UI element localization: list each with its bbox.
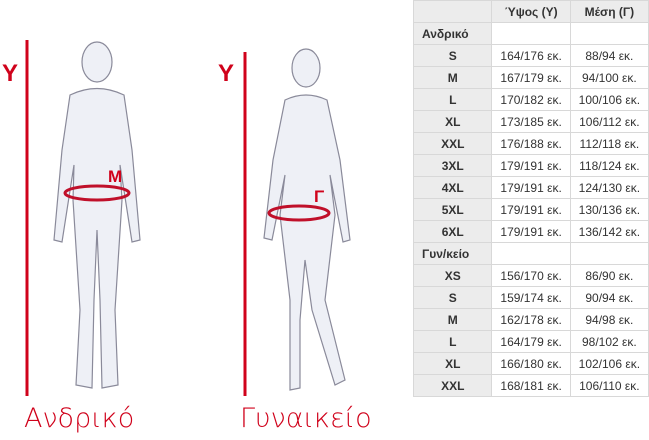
size-label: XXL — [412, 132, 493, 155]
women-height-marker: Υ — [218, 60, 235, 87]
header-row: Ύψος (Υ) Μέση (Γ) — [412, 0, 649, 23]
height-cell: 156/170 εκ. — [491, 264, 571, 287]
waist-cell: 90/94 εκ. — [569, 286, 649, 309]
size-label: 4XL — [412, 176, 493, 199]
empty-cell — [569, 242, 649, 265]
table-row: M 162/178 εκ. 94/98 εκ. — [412, 308, 649, 331]
waist-cell: 98/102 εκ. — [569, 330, 649, 353]
height-cell: 176/188 εκ. — [491, 132, 571, 155]
women-figure — [263, 48, 351, 391]
size-label: 6XL — [412, 220, 493, 243]
waist-cell: 118/124 εκ. — [569, 154, 649, 177]
waist-cell: 102/106 εκ. — [569, 352, 649, 375]
group-row: Γυν/κείο — [412, 242, 649, 265]
group-row: Ανδρικό — [412, 22, 649, 45]
empty-cell — [569, 22, 649, 45]
height-cell: 168/181 εκ. — [491, 374, 571, 397]
size-figures — [25, 40, 351, 396]
waist-cell: 106/110 εκ. — [569, 374, 649, 397]
table-row: 5XL 179/191 εκ. 130/136 εκ. — [412, 198, 649, 221]
men-height-marker: Υ — [2, 60, 19, 87]
size-label: XS — [412, 264, 493, 287]
height-cell: 164/179 εκ. — [491, 330, 571, 353]
table-row: L 170/182 εκ. 100/106 εκ. — [412, 88, 649, 111]
waist-cell: 88/94 εκ. — [569, 44, 649, 67]
size-label: M — [412, 308, 493, 331]
size-label: M — [412, 66, 493, 89]
empty-cell — [491, 22, 571, 45]
height-cell: 162/178 εκ. — [491, 308, 571, 331]
waist-cell: 124/130 εκ. — [569, 176, 649, 199]
men-waist-ellipse — [63, 184, 131, 202]
waist-cell: 112/118 εκ. — [569, 132, 649, 155]
size-label: S — [412, 44, 493, 67]
table-row: 6XL 179/191 εκ. 136/142 εκ. — [412, 220, 649, 243]
table-row: 4XL 179/191 εκ. 124/130 εκ. — [412, 176, 649, 199]
height-cell: 179/191 εκ. — [491, 198, 571, 221]
table-row: S 159/174 εκ. 90/94 εκ. — [412, 286, 649, 309]
size-label: L — [412, 330, 493, 353]
height-cell: 179/191 εκ. — [491, 220, 571, 243]
height-cell: 166/180 εκ. — [491, 352, 571, 375]
table-row: XL 173/185 εκ. 106/112 εκ. — [412, 110, 649, 133]
table-row: S 164/176 εκ. 88/94 εκ. — [412, 44, 649, 67]
size-label: XXL — [412, 374, 493, 397]
men-figure — [53, 41, 141, 389]
height-cell: 167/179 εκ. — [491, 66, 571, 89]
table-row: M 167/179 εκ. 94/100 εκ. — [412, 66, 649, 89]
height-cell: 164/176 εκ. — [491, 44, 571, 67]
waist-cell: 130/136 εκ. — [569, 198, 649, 221]
men-waist-marker: Μ — [108, 167, 123, 186]
table-row: 3XL 179/191 εκ. 118/124 εκ. — [412, 154, 649, 177]
waist-cell: 94/98 εκ. — [569, 308, 649, 331]
height-cell: 159/174 εκ. — [491, 286, 571, 309]
waist-cell: 86/90 εκ. — [569, 264, 649, 287]
waist-cell: 94/100 εκ. — [569, 66, 649, 89]
size-label: S — [412, 286, 493, 309]
empty-cell — [491, 242, 571, 265]
men-caption: Ανδρικό — [24, 403, 135, 434]
height-cell: 179/191 εκ. — [491, 154, 571, 177]
table-row: XS 156/170 εκ. 86/90 εκ. — [412, 264, 649, 287]
women-waist-ellipse — [267, 204, 331, 222]
size-label: 5XL — [412, 198, 493, 221]
women-caption: Γυναικείο — [240, 403, 372, 434]
table-row: XL 166/180 εκ. 102/106 εκ. — [412, 352, 649, 375]
column-header: Ύψος (Υ) — [491, 0, 571, 23]
size-label: 3XL — [412, 154, 493, 177]
column-header: Μέση (Γ) — [569, 0, 649, 23]
size-label: XL — [412, 110, 493, 133]
size-label: L — [412, 88, 493, 111]
group-label: Γυν/κείο — [412, 242, 493, 265]
women-waist-marker: Γ — [314, 187, 325, 206]
waist-cell: 100/106 εκ. — [569, 88, 649, 111]
height-cell: 173/185 εκ. — [491, 110, 571, 133]
table-row: XXL 168/181 εκ. 106/110 εκ. — [412, 374, 649, 397]
height-cell: 170/182 εκ. — [491, 88, 571, 111]
size-label: XL — [412, 352, 493, 375]
height-cell: 179/191 εκ. — [491, 176, 571, 199]
table-row: L 164/179 εκ. 98/102 εκ. — [412, 330, 649, 353]
waist-cell: 106/112 εκ. — [569, 110, 649, 133]
waist-cell: 136/142 εκ. — [569, 220, 649, 243]
size-table: Ύψος (Υ) Μέση (Γ) Ανδρικό S 164/176 εκ. 88/94… — [412, 0, 649, 397]
group-label: Ανδρικό — [412, 22, 493, 45]
column-header — [412, 0, 493, 23]
table-row: XXL 176/188 εκ. 112/118 εκ. — [412, 132, 649, 155]
